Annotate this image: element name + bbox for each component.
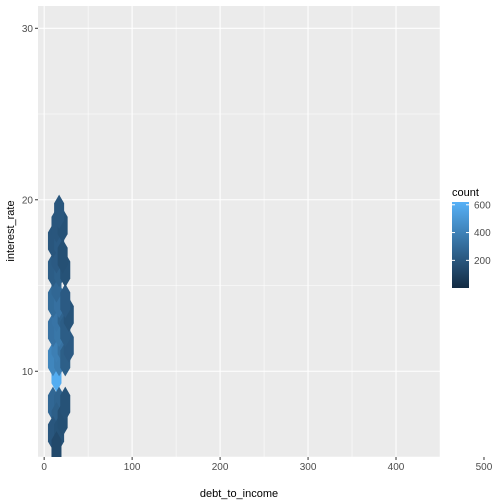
y-axis-title: interest_rate (5, 200, 17, 261)
x-tick-label: 400 (388, 462, 405, 473)
y-axis-ticks: 10 20 30 (22, 24, 38, 378)
plot-panel (38, 6, 440, 457)
legend-title: count (452, 187, 479, 199)
hexbin-cell (60, 386, 71, 421)
y-tick-label: 20 (22, 195, 34, 206)
major-gridlines (38, 6, 485, 457)
legend-tick-label: 200 (474, 256, 491, 267)
legend-tick-label: 600 (474, 200, 491, 211)
hexbin-cells (47, 194, 74, 457)
hexbin-cell (54, 194, 65, 229)
y-tick-label: 30 (22, 24, 34, 35)
x-tick-label: 500 (476, 462, 493, 473)
hexbin-cell (51, 431, 62, 457)
legend-colorbar (452, 202, 469, 288)
y-tick-label: 10 (22, 367, 34, 378)
x-tick-label: 0 (41, 462, 47, 473)
hexbin-cell (60, 283, 71, 319)
x-tick-label: 100 (124, 462, 141, 473)
x-tick-label: 200 (212, 462, 229, 473)
x-tick-label: 300 (300, 462, 317, 473)
x-axis-ticks: 0 100 200 300 400 500 (41, 457, 493, 473)
x-axis-title: debt_to_income (200, 488, 278, 500)
hexbin-cell (57, 239, 68, 274)
legend-tick-label: 400 (474, 228, 491, 239)
legend-ticks: 200 400 600 (452, 200, 491, 267)
minor-gridlines (38, 6, 441, 458)
legend: count 200 400 600 (452, 187, 491, 288)
